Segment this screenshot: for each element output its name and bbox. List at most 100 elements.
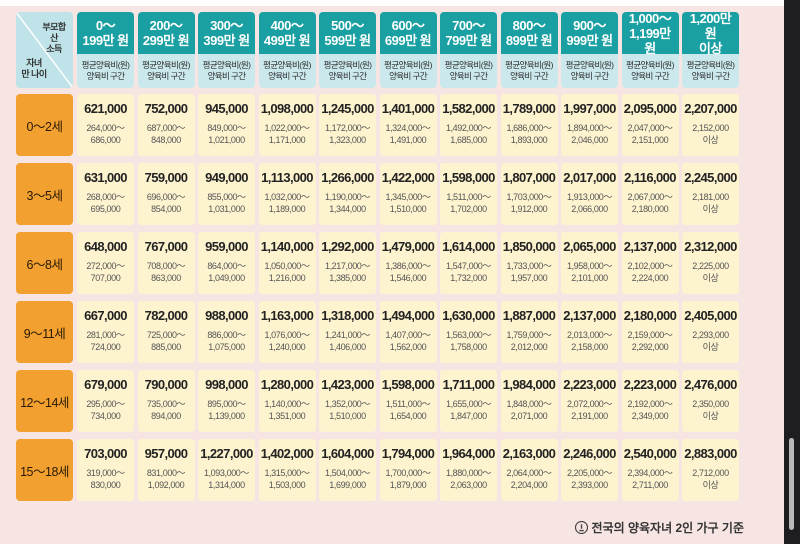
average-cost: 949,000	[205, 170, 248, 185]
average-cost: 1,850,000	[502, 239, 556, 254]
table-cell: 1,789,000 1,686,000～ 1,893,000	[500, 94, 558, 156]
cost-range-label: 양육비 구간	[147, 71, 185, 81]
table-cell: 621,000 264,000～ 686,000	[77, 94, 134, 156]
avg-cost-label: 평균양육비(원)	[81, 60, 130, 70]
table-cell: 1,479,000 1,386,000～ 1,546,000	[379, 232, 437, 294]
column-header-income: 500～ 599만 원 평균양육비(원) 양육비 구간	[319, 12, 376, 88]
column-header-income: 200～ 299만 원 평균양육비(원) 양육비 구간	[137, 12, 195, 88]
cost-range-label: 양육비 구간	[389, 71, 427, 81]
cost-range: 1,504,000～ 1,699,000	[324, 468, 371, 490]
cost-range: 2,072,000～ 2,191,000	[566, 399, 613, 421]
average-cost: 1,711,000	[442, 377, 495, 392]
cost-range: 268,000～ 695,000	[86, 192, 125, 214]
average-cost: 1,582,000	[442, 101, 495, 116]
column-header-label: 1,200만 원 이상	[682, 12, 739, 56]
table-cell: 648,000 272,000～ 707,000	[77, 232, 134, 294]
column-header-sub: 평균양육비(원) 양육비 구간	[380, 54, 437, 88]
cost-range: 1,190,000～ 1,344,000	[324, 192, 371, 214]
table-cell: 1,422,000 1,345,000～ 1,510,000	[379, 163, 437, 225]
average-cost: 959,000	[205, 239, 248, 254]
average-cost: 648,000	[84, 239, 127, 254]
average-cost: 1,479,000	[381, 239, 435, 254]
avg-cost-label: 평균양육비(원)	[686, 60, 735, 70]
scrollbar-thumb[interactable]	[789, 438, 794, 530]
average-cost: 957,000	[144, 446, 188, 461]
cost-range: 1,324,000～ 1,491,000	[385, 123, 431, 145]
cost-range: 849,000～ 1,021,000	[207, 123, 246, 145]
table-cell: 2,095,000 2,047,000～ 2,151,000	[621, 94, 679, 156]
cost-range: 1,315,000～ 1,503,000	[264, 468, 310, 490]
cost-range-label: 양육비 구간	[510, 71, 548, 81]
table-cell: 1,280,000 1,140,000～ 1,351,000	[258, 370, 316, 432]
cost-range: 295,000～ 734,000	[86, 399, 125, 421]
table-cell: 2,163,000 2,064,000～ 2,204,000	[500, 439, 558, 501]
average-cost: 2,180,000	[623, 308, 677, 323]
cost-range: 281,000～ 724,000	[86, 330, 125, 352]
average-cost: 2,207,000	[684, 101, 737, 116]
cost-range: 696,000～ 854,000	[146, 192, 186, 214]
cost-range-label: 양육비 구간	[449, 71, 488, 81]
average-cost: 2,095,000	[623, 101, 677, 116]
column-header-label: 0～ 199만 원	[77, 12, 134, 54]
cost-range: 2,192,000～ 2,349,000	[627, 399, 673, 421]
cost-range: 1,655,000～ 1,847,000	[445, 399, 492, 421]
average-cost: 2,223,000	[623, 377, 677, 392]
avg-cost-label: 평균양육비(원)	[142, 60, 190, 70]
average-cost: 2,223,000	[563, 377, 616, 392]
cost-range: 2,293,000 이상	[692, 330, 729, 352]
avg-cost-label: 평균양육비(원)	[565, 60, 614, 70]
table-cell: 703,000 319,000～ 830,000	[77, 439, 134, 501]
cost-range: 1,759,000～ 2,012,000	[506, 330, 552, 352]
average-cost: 1,630,000	[442, 308, 495, 323]
cost-range: 1,511,000～ 1,654,000	[385, 399, 431, 421]
cost-range: 855,000～ 1,031,000	[207, 192, 246, 214]
column-header-income: 1,000～ 1,199만 원 평균양육비(원) 양육비 구간	[621, 12, 679, 88]
cost-range: 1,076,000～ 1,240,000	[264, 330, 310, 352]
cost-range: 2,159,000～ 2,292,000	[627, 330, 673, 352]
table-cell: 2,065,000 1,958,000～ 2,101,000	[561, 232, 618, 294]
row-header-age: 15～18세	[16, 439, 73, 501]
cost-range: 1,386,000～ 1,546,000	[385, 261, 431, 283]
average-cost: 1,598,000	[442, 170, 495, 185]
cost-range-label: 양육비 구간	[86, 71, 125, 81]
footnote: 전국의 양육자녀 2인 가구 기준	[574, 519, 744, 536]
average-cost: 2,017,000	[563, 170, 616, 185]
table-cell: 1,614,000 1,547,000～ 1,732,000	[440, 232, 497, 294]
average-cost: 782,000	[144, 308, 188, 323]
column-header-sub: 평균양육비(원) 양육비 구간	[682, 54, 739, 88]
average-cost: 1,402,000	[260, 446, 314, 461]
cost-range: 1,733,000～ 1,957,000	[506, 261, 552, 283]
cost-range: 2,225,000 이상	[692, 261, 729, 283]
avg-cost-label: 평균양육비(원)	[323, 60, 372, 70]
average-cost: 1,292,000	[321, 239, 374, 254]
table-cell: 1,402,000 1,315,000～ 1,503,000	[258, 439, 316, 501]
cost-range: 735,000～ 894,000	[146, 399, 186, 421]
table-cell: 767,000 708,000～ 863,000	[137, 232, 195, 294]
average-cost: 988,000	[205, 308, 248, 323]
table-cell: 1,113,000 1,032,000～ 1,189,000	[258, 163, 316, 225]
table-cell: 1,630,000 1,563,000～ 1,758,000	[440, 301, 497, 363]
average-cost: 1,604,000	[321, 446, 374, 461]
average-cost: 945,000	[205, 101, 248, 116]
column-header-income: 600～ 699만 원 평균양육비(원) 양육비 구간	[379, 12, 437, 88]
cost-range: 1,848,000～ 2,071,000	[506, 399, 552, 421]
table-cell: 2,223,000 2,072,000～ 2,191,000	[561, 370, 618, 432]
column-header-label: 700～ 799만 원	[440, 12, 497, 54]
table-cell: 759,000 696,000～ 854,000	[137, 163, 195, 225]
top-strip	[0, 0, 784, 6]
cost-range: 1,492,000～ 1,685,000	[445, 123, 492, 145]
cost-range: 2,205,000～ 2,393,000	[566, 468, 613, 490]
row-header-age: 9～11세	[16, 301, 73, 363]
cost-range: 1,511,000～ 1,702,000	[446, 192, 491, 214]
column-header-sub: 평균양육비(원) 양육비 구간	[198, 54, 255, 88]
table-cell: 2,116,000 2,067,000～ 2,180,000	[621, 163, 679, 225]
column-header-label: 400～ 499만 원	[258, 12, 316, 54]
column-header-sub: 평균양육비(원) 양육비 구간	[440, 54, 497, 88]
table-cell: 959,000 864,000～ 1,049,000	[198, 232, 255, 294]
table-cell: 988,000 886,000～ 1,075,000	[198, 301, 255, 363]
avg-cost-label: 평균양육비(원)	[444, 60, 493, 70]
table-cell: 2,883,000 2,712,000 이상	[682, 439, 739, 501]
table-cell: 1,794,000 1,700,000～ 1,879,000	[379, 439, 437, 501]
table-cell: 1,887,000 1,759,000～ 2,012,000	[500, 301, 558, 363]
column-header-label: 300～ 399만 원	[198, 12, 255, 54]
